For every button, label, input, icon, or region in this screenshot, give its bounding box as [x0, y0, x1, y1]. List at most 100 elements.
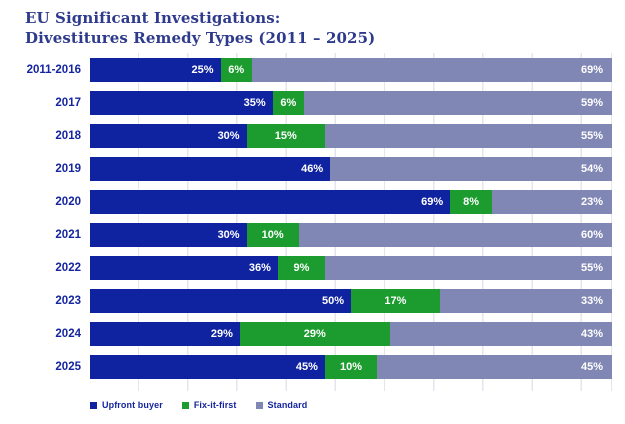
segment-fix-it-first: 15% — [246, 124, 325, 148]
bar-track: 35% 6% 59% — [90, 91, 612, 115]
segment-fix-it-first: 10% — [324, 355, 378, 379]
chart-rows: 2011-2016 25% 6% 69% 2017 35% 6% 59% 2018 30% 15% 5… — [0, 53, 625, 391]
chart-row: 2025 45% 10% 45% — [0, 355, 625, 379]
segment-upfront-buyer: 30% — [90, 124, 247, 148]
bar-track: 25% 6% 69% — [90, 58, 612, 82]
segment-fix-it-first: 17% — [351, 289, 440, 313]
segment-value-label: 8% — [463, 196, 480, 208]
category-label: 2018 — [55, 130, 81, 142]
bar-track: 30% 15% 55% — [90, 124, 612, 148]
segment-value-label: 10% — [339, 361, 363, 373]
segment-value-label: 55% — [580, 130, 603, 142]
segment-value-label: 36% — [248, 262, 271, 274]
legend-item-label: Fix-it-first — [193, 400, 237, 410]
category-label: 2019 — [55, 163, 81, 175]
segment-value-label: 35% — [243, 97, 266, 109]
legend-marker-fix-it-first — [181, 401, 189, 409]
segment-standard: 69% — [251, 58, 612, 82]
bar-track: 46% 54% — [90, 157, 612, 181]
chart-row: 2017 35% 6% 59% — [0, 91, 625, 115]
segment-value-label: 55% — [580, 262, 603, 274]
category-label: 2011-2016 — [26, 64, 81, 76]
category-label: 2017 — [55, 97, 81, 109]
chart-legend: Upfront buyer Fix-it-first Standard — [90, 400, 625, 410]
segment-upfront-buyer: 36% — [90, 256, 278, 280]
segment-upfront-buyer: 69% — [90, 190, 451, 214]
segment-standard: 59% — [304, 91, 612, 115]
segment-value-label: 54% — [580, 163, 603, 175]
segment-fix-it-first: 29% — [239, 322, 390, 346]
segment-value-label: 45% — [580, 361, 604, 373]
segment-fix-it-first: 10% — [246, 223, 299, 247]
segment-standard: 45% — [377, 355, 613, 379]
segment-upfront-buyer: 29% — [90, 322, 240, 346]
legend-item-label: Standard — [267, 400, 308, 410]
chart-row: 2021 30% 10% 60% — [0, 223, 625, 247]
category-label: 2021 — [55, 229, 81, 241]
legend-item-upfront-buyer: Upfront buyer — [90, 400, 163, 410]
segment-value-label: 30% — [217, 130, 240, 142]
segment-value-label: 43% — [580, 328, 603, 340]
segment-value-label: 33% — [580, 295, 603, 307]
chart-row: 2023 50% 17% 33% — [0, 289, 625, 313]
segment-value-label: 25% — [191, 64, 214, 76]
segment-upfront-buyer: 30% — [90, 223, 247, 247]
bar-track: 29% 29% 43% — [90, 322, 612, 346]
segment-upfront-buyer: 25% — [90, 58, 221, 82]
segment-value-label: 23% — [580, 196, 604, 208]
segment-value-label: 9% — [293, 262, 310, 274]
segment-value-label: 15% — [274, 130, 297, 142]
segment-fix-it-first: 6% — [272, 91, 305, 115]
segment-value-label: 59% — [580, 97, 603, 109]
segment-value-label: 60% — [580, 229, 603, 241]
segment-upfront-buyer: 46% — [90, 157, 331, 181]
segment-standard: 33% — [439, 289, 612, 313]
category-label: 2023 — [55, 295, 81, 307]
bar-track: 50% 17% 33% — [90, 289, 612, 313]
chart-title: EU Significant Investigations: Divestitu… — [0, 0, 625, 48]
chart-row: 2018 30% 15% 55% — [0, 124, 625, 148]
segment-value-label: 10% — [261, 229, 284, 241]
segment-value-label: 6% — [280, 97, 297, 109]
legend-marker-upfront-buyer — [90, 401, 97, 409]
chart-row: 2019 46% 54% — [0, 157, 625, 181]
segment-fix-it-first: 9% — [277, 256, 325, 280]
segment-standard: 60% — [298, 223, 612, 247]
segment-value-label: 50% — [321, 295, 344, 307]
stacked-bar-chart: 2011-2016 25% 6% 69% 2017 35% 6% 59% 2018 30% 15% 5… — [0, 53, 625, 391]
segment-fix-it-first: 6% — [220, 58, 252, 82]
legend-marker-standard — [255, 401, 263, 409]
category-label: 2020 — [55, 196, 81, 208]
segment-upfront-buyer: 45% — [90, 355, 325, 379]
segment-value-label: 29% — [303, 328, 326, 340]
segment-value-label: 69% — [421, 196, 444, 208]
category-label: 2025 — [55, 361, 81, 373]
segment-fix-it-first: 8% — [450, 190, 492, 214]
segment-value-label: 45% — [295, 361, 318, 373]
legend-item-label: Upfront buyer — [102, 400, 163, 410]
segment-value-label: 69% — [580, 64, 603, 76]
bar-track: 45% 10% 45% — [90, 355, 613, 379]
bar-track: 36% 9% 55% — [90, 256, 612, 280]
bar-track: 30% 10% 60% — [90, 223, 612, 247]
segment-standard: 55% — [324, 124, 612, 148]
chart-row: 2024 29% 29% 43% — [0, 322, 625, 346]
segment-standard: 55% — [324, 256, 612, 280]
bar-track: 69% 8% 23% — [90, 190, 613, 214]
legend-item-standard: Standard — [255, 400, 308, 410]
segment-value-label: 6% — [228, 64, 245, 76]
segment-value-label: 29% — [210, 328, 233, 340]
segment-standard: 23% — [491, 190, 613, 214]
segment-value-label: 17% — [384, 295, 407, 307]
category-label: 2024 — [55, 328, 81, 340]
chart-title-line1: EU Significant Investigations: — [25, 9, 281, 27]
segment-upfront-buyer: 50% — [90, 289, 351, 313]
segment-value-label: 30% — [217, 229, 240, 241]
segment-value-label: 46% — [301, 163, 324, 175]
chart-title-line2: Divestitures Remedy Types (2011 – 2025) — [25, 28, 376, 47]
segment-standard: 54% — [330, 157, 612, 181]
segment-upfront-buyer: 35% — [90, 91, 273, 115]
category-label: 2022 — [55, 262, 81, 274]
chart-row: 2011-2016 25% 6% 69% — [0, 58, 625, 82]
